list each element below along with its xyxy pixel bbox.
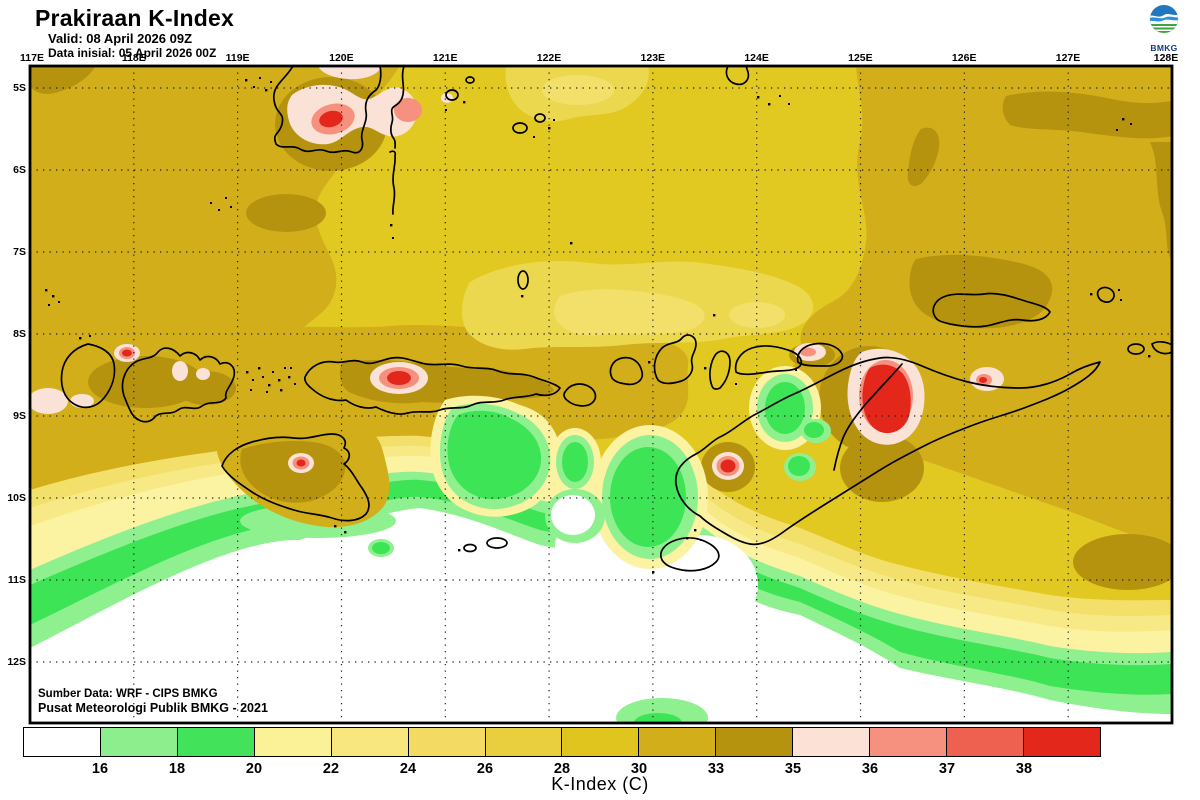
lon-label-128E: 128E <box>1153 52 1179 64</box>
source-line-1: Sumber Data: WRF - CIPS BMKG <box>38 688 218 700</box>
colorbar-tick-20: 20 <box>245 761 263 777</box>
colorbar-tick-35: 35 <box>784 761 802 777</box>
lon-label-126E: 126E <box>951 52 977 64</box>
lon-label-118E: 118E <box>121 52 146 64</box>
colorbar-tick-38: 38 <box>1015 761 1033 777</box>
colorbar-cell-3 <box>254 728 332 756</box>
map-frame <box>28 64 1174 725</box>
colorbar-tick-36: 36 <box>861 761 879 777</box>
lon-label-125E: 125E <box>848 52 873 64</box>
lat-label-12S: 12S <box>7 656 26 668</box>
islet-dots <box>45 77 1151 574</box>
colorbar-tick-37: 37 <box>938 761 956 777</box>
bmkg-logo-label: BMKG <box>1150 43 1178 53</box>
colorbar-cell-6 <box>485 728 563 756</box>
colorbar-cell-0 <box>24 728 101 756</box>
colorbar-cell-7 <box>562 728 640 756</box>
colorbar-cell-9 <box>716 728 794 756</box>
lon-label-127E: 127E <box>1055 52 1081 64</box>
lon-label-121E: 121E <box>432 52 458 64</box>
colorbar-cell-12 <box>947 728 1024 756</box>
colorbar-tick-28: 28 <box>553 761 571 777</box>
colorbar-cell-5 <box>408 728 486 756</box>
coastlines <box>60 66 1172 572</box>
colorbar-title: K-Index (C) <box>551 774 649 794</box>
colorbar-tick-33: 33 <box>707 761 725 777</box>
lat-label-7S: 7S <box>13 246 26 258</box>
lat-label-5S: 5S <box>13 82 26 94</box>
page-title: Prakiraan K-Index <box>35 5 234 31</box>
lat-label-6S: 6S <box>13 164 26 176</box>
colorbar-cell-13 <box>1023 728 1100 756</box>
colorbar-cell-2 <box>177 728 255 756</box>
kindex-field <box>30 66 1172 723</box>
source-line-2: Pusat Meteorologi Publik BMKG - 2021 <box>38 701 268 715</box>
colorbar-tick-30: 30 <box>630 761 648 777</box>
bmkg-logo-icon <box>1149 4 1179 34</box>
colorbar-cell-4 <box>331 728 409 756</box>
lat-label-8S: 8S <box>13 328 26 340</box>
colorbar-cell-1 <box>100 728 178 756</box>
lon-label-124E: 124E <box>744 52 769 64</box>
colorbar-tick-24: 24 <box>399 761 417 777</box>
bmkg-logo: BMKG <box>1138 2 1190 53</box>
lat-label-11S: 11S <box>7 574 26 586</box>
colorbar-tick-16: 16 <box>91 761 109 777</box>
high-kindex-spots <box>30 66 1004 480</box>
valid-time-label: Valid: 08 April 2026 09Z <box>48 31 193 46</box>
lon-label-119E: 119E <box>225 52 250 64</box>
colorbar-cell-11 <box>870 728 948 756</box>
colorbar <box>23 727 1101 757</box>
colorbar-tick-18: 18 <box>168 761 186 777</box>
lon-label-122E: 122E <box>536 52 562 64</box>
colorbar-tick-22: 22 <box>322 761 340 777</box>
init-time-label: Data inisial: 05 April 2026 00Z <box>48 46 217 60</box>
lon-label-123E: 123E <box>640 52 666 64</box>
lat-label-10S: 10S <box>7 492 26 504</box>
lon-label-120E: 120E <box>329 52 354 64</box>
colorbar-cell-8 <box>639 728 717 756</box>
lat-label-9S: 9S <box>13 410 26 422</box>
colorbar-tick-26: 26 <box>476 761 494 777</box>
colorbar-cell-10 <box>793 728 871 756</box>
lon-label-117E: 117E <box>20 52 44 64</box>
